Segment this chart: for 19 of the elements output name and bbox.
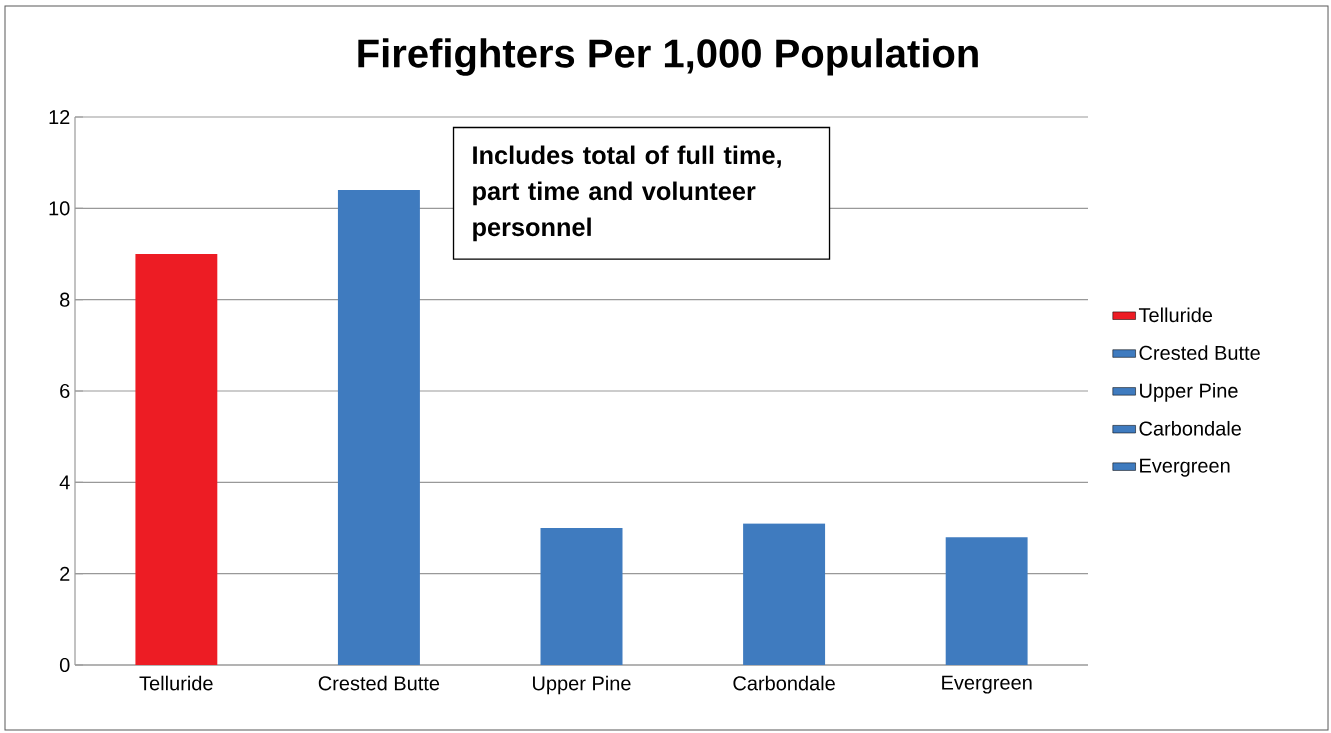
chart-title: Firefighters Per 1,000 Population [358,38,978,76]
y-tick-label: 8 [60,292,70,307]
y-tick-label: 6 [60,383,70,399]
y-tick-label: 4 [59,475,70,490]
x-tick-label: Evergreen [942,675,1032,694]
x-tick-label: Upper Pine [533,675,631,695]
x-tick-label: Telluride [139,675,213,691]
legend-label: Evergreen [1140,458,1230,477]
y-tick-label: 12 [49,110,70,124]
x-tick-label: Carbondale [733,675,835,691]
legend-label: Upper Pine [1140,383,1238,402]
y-tick-label: 2 [60,566,70,581]
legend-label: Carbondale [1139,420,1241,436]
x-tick-label: Crested Butte [318,675,440,691]
annotation: Includes total of full time, part time and volunteer personnel [473,145,781,242]
legend-label: Telluride [1138,307,1213,323]
y-tick-label: 10 [49,201,70,216]
y-tick-label: 0 [59,657,70,673]
legend-label: Crested Butte [1139,345,1260,360]
